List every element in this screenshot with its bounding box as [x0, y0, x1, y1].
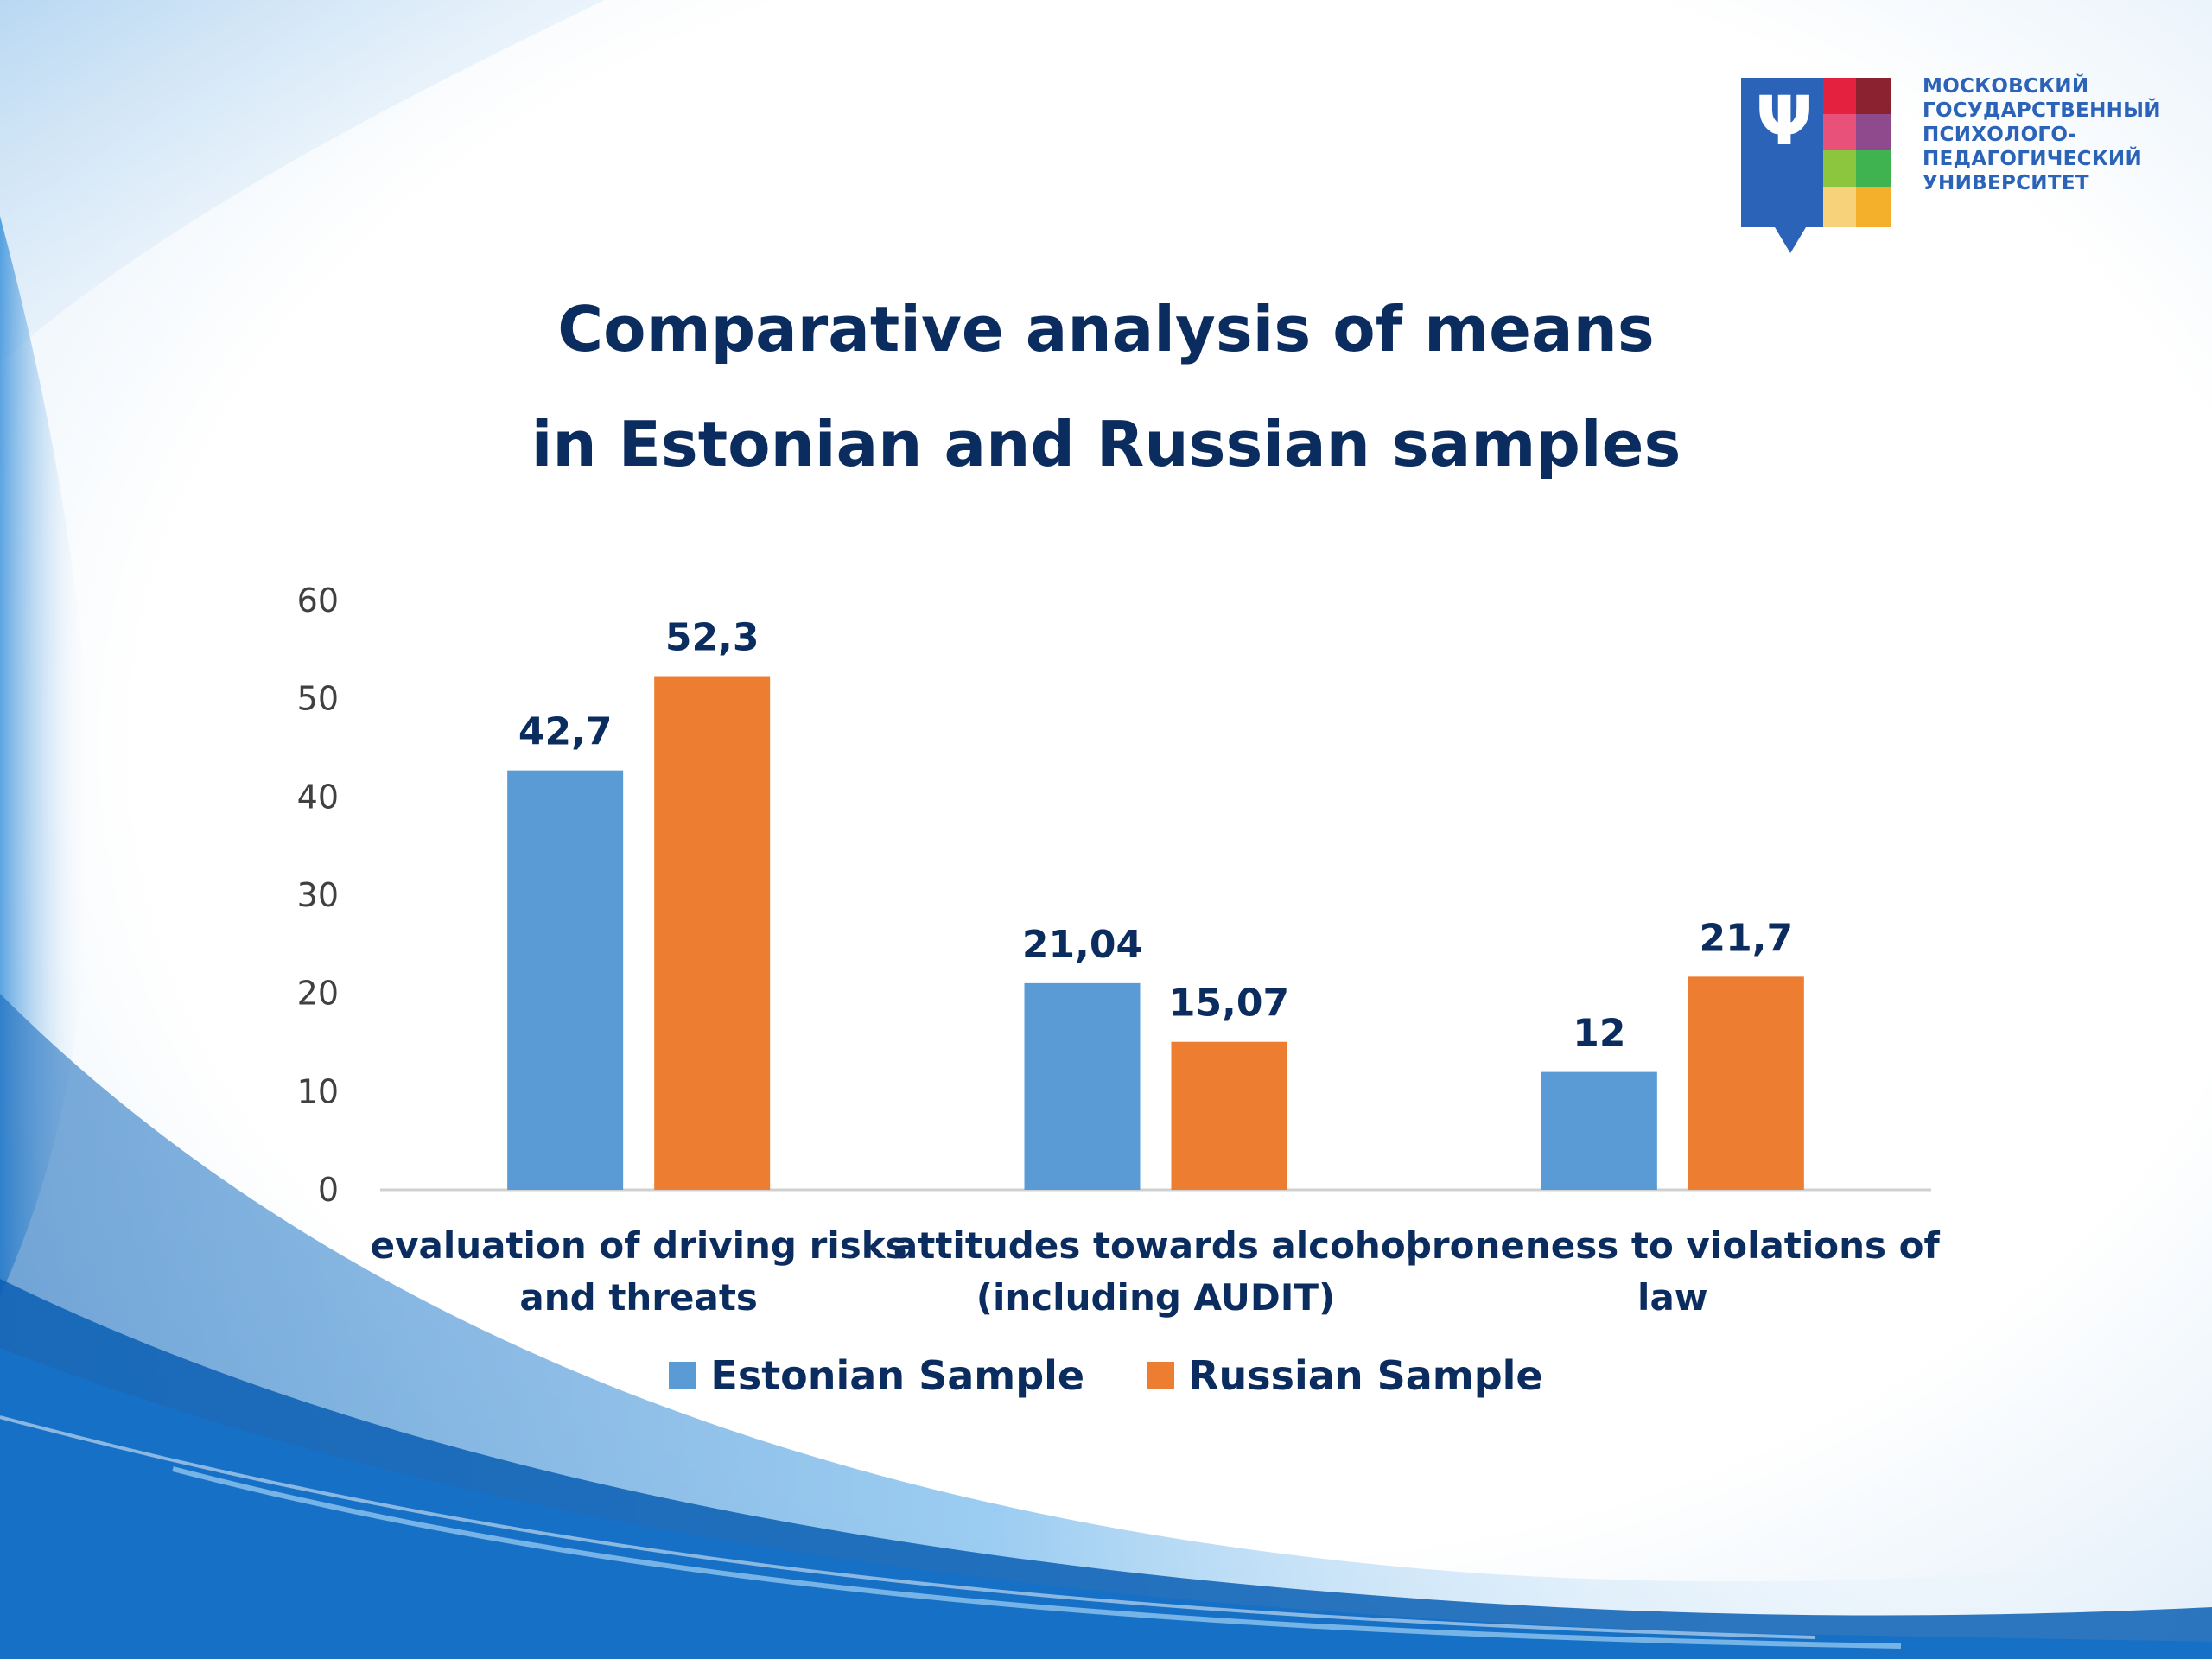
bar-estonian	[507, 770, 624, 1190]
university-name-line: УНИВЕРСИТЕТ	[1923, 172, 2089, 194]
slide-title-line-2: in Estonian and Russian samples	[531, 408, 1681, 480]
university-name-line: ГОСУДАРСТВЕННЫЙ	[1923, 99, 2161, 122]
university-name-line: ПСИХОЛОГО-	[1923, 124, 2077, 146]
university-logo-icon: Ψ	[1741, 78, 1891, 253]
bar-estonian	[1541, 1071, 1657, 1190]
legend-swatch-russian	[1147, 1362, 1175, 1389]
x-category-label: attitudes towards alcohol	[893, 1224, 1418, 1267]
data-label: 21,7	[1700, 916, 1794, 960]
bar-estonian	[1024, 982, 1141, 1190]
legend-label-estonian: Estonian Sample	[710, 1352, 1085, 1399]
legend-swatch-estonian	[669, 1362, 697, 1389]
data-label: 42,7	[518, 710, 613, 754]
university-name: МОСКОВСКИЙ ГОСУДАРСТВЕННЫЙ ПСИХОЛОГО- ПЕ…	[1923, 74, 2208, 195]
bar-russian	[1688, 976, 1804, 1190]
chart-legend: Estonian Sample Russian Sample	[0, 1352, 2212, 1399]
legend-item-russian: Russian Sample	[1147, 1352, 1543, 1399]
y-tick-label: 20	[297, 975, 339, 1013]
legend-label-russian: Russian Sample	[1188, 1352, 1543, 1399]
x-category-label: and threats	[519, 1276, 758, 1319]
logo-psi-mark: Ψ	[1756, 83, 1813, 161]
x-category-label: proneness to violations of	[1406, 1224, 1941, 1267]
y-tick-label: 0	[318, 1171, 339, 1209]
x-category-label: (including AUDIT)	[976, 1276, 1335, 1319]
slide-title-line-1: Comparative analysis of means	[557, 293, 1655, 365]
y-tick-label: 60	[297, 582, 339, 620]
y-tick-label: 50	[297, 680, 339, 718]
x-category-label: law	[1637, 1276, 1708, 1319]
legend-item-estonian: Estonian Sample	[669, 1352, 1084, 1399]
x-category-label: evaluation of driving risks	[371, 1224, 907, 1267]
data-label: 12	[1573, 1012, 1625, 1056]
y-tick-label: 30	[297, 876, 339, 914]
bar-russian	[654, 676, 771, 1190]
bar-russian	[1171, 1041, 1287, 1190]
y-tick-label: 40	[297, 778, 339, 816]
university-name-line: ПЕДАГОГИЧЕСКИЙ	[1923, 148, 2143, 170]
data-label: 52,3	[665, 616, 760, 660]
university-name-line: МОСКОВСКИЙ	[1923, 75, 2089, 98]
data-label: 15,07	[1169, 982, 1289, 1026]
data-label: 21,04	[1022, 923, 1142, 967]
y-tick-label: 10	[297, 1072, 339, 1110]
